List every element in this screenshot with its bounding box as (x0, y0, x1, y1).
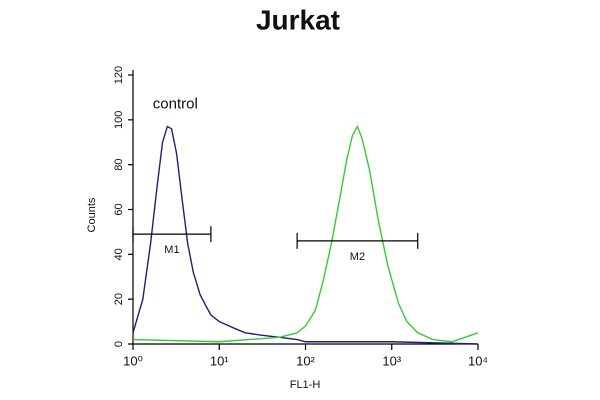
marker-label: M1 (164, 244, 179, 256)
series-line (132, 124, 479, 343)
marker-label: M2 (350, 251, 365, 263)
y-tick-label: 20 (113, 293, 125, 305)
x-tick-label: 10⁰ (123, 353, 143, 368)
chart-title: Jurkat (256, 4, 340, 35)
y-tick-label: 40 (113, 248, 125, 260)
y-tick-label: 120 (113, 66, 125, 84)
y-tick-label: 0 (113, 341, 125, 347)
series-line (132, 125, 479, 345)
y-tick-label: 80 (113, 159, 125, 171)
y-axis-label: Counts (86, 197, 98, 232)
x-tick-label: 10² (296, 353, 315, 368)
series-label: control (153, 96, 198, 113)
x-axis-label: FL1-H (290, 379, 321, 391)
x-tick-label: 10¹ (210, 353, 229, 368)
y-tick-label: 60 (113, 203, 125, 215)
y-tick-label: 100 (113, 111, 125, 129)
x-tick-label: 10³ (382, 353, 401, 368)
x-tick-label: 10⁴ (468, 353, 488, 368)
